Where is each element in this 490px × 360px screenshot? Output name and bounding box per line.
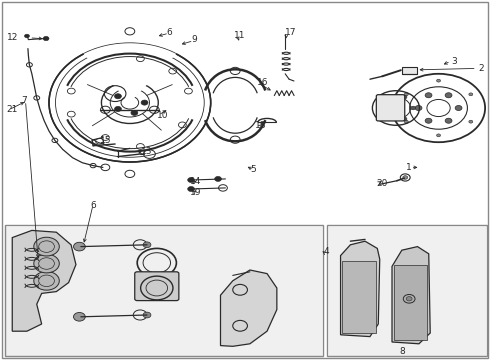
Circle shape	[43, 36, 49, 41]
Bar	[6, 227, 322, 356]
Circle shape	[385, 95, 390, 99]
Text: 3: 3	[451, 57, 457, 66]
Circle shape	[425, 93, 432, 98]
Circle shape	[455, 105, 462, 111]
Circle shape	[74, 312, 85, 321]
Text: 20: 20	[376, 179, 388, 188]
Circle shape	[34, 271, 59, 290]
Text: 12: 12	[7, 33, 19, 42]
Circle shape	[437, 134, 441, 137]
Text: 14: 14	[190, 177, 201, 186]
Circle shape	[115, 107, 122, 112]
Text: 9: 9	[191, 35, 197, 44]
Text: 5: 5	[250, 165, 256, 174]
Text: 6: 6	[91, 201, 97, 210]
Circle shape	[143, 312, 151, 318]
Circle shape	[376, 106, 381, 110]
Text: 21: 21	[6, 105, 17, 114]
Circle shape	[404, 93, 408, 96]
Circle shape	[402, 117, 407, 121]
Polygon shape	[12, 230, 76, 331]
FancyBboxPatch shape	[376, 95, 405, 121]
Circle shape	[143, 242, 151, 248]
Text: 10: 10	[157, 111, 168, 120]
Text: 18: 18	[255, 122, 266, 130]
Text: 4: 4	[323, 248, 329, 256]
Circle shape	[188, 177, 195, 183]
Circle shape	[402, 95, 407, 99]
Circle shape	[385, 117, 390, 121]
Text: 6: 6	[167, 28, 172, 37]
Circle shape	[415, 105, 422, 111]
Text: 7: 7	[21, 96, 27, 105]
Bar	[329, 227, 486, 356]
Circle shape	[115, 94, 122, 99]
FancyBboxPatch shape	[135, 272, 179, 301]
Circle shape	[445, 118, 452, 123]
Circle shape	[411, 106, 416, 110]
Circle shape	[24, 34, 29, 38]
Circle shape	[131, 111, 138, 116]
Polygon shape	[83, 43, 176, 103]
Circle shape	[215, 176, 221, 181]
Polygon shape	[220, 270, 277, 346]
Circle shape	[34, 237, 59, 256]
Text: 13: 13	[141, 147, 152, 156]
Circle shape	[425, 118, 432, 123]
Text: 16: 16	[257, 78, 269, 87]
Circle shape	[469, 120, 473, 123]
Bar	[342, 261, 376, 333]
Circle shape	[403, 176, 408, 179]
Bar	[394, 265, 427, 340]
Circle shape	[406, 297, 412, 301]
Text: 2: 2	[479, 64, 484, 73]
Circle shape	[404, 120, 408, 123]
Bar	[402, 67, 416, 74]
Circle shape	[469, 93, 473, 96]
Polygon shape	[341, 241, 380, 337]
Circle shape	[34, 254, 59, 273]
Circle shape	[437, 79, 441, 82]
Text: 19: 19	[190, 188, 201, 197]
Polygon shape	[392, 247, 430, 344]
Text: 8: 8	[399, 346, 405, 356]
Text: 1: 1	[406, 163, 412, 172]
Circle shape	[141, 100, 148, 105]
Text: 17: 17	[285, 28, 296, 37]
Text: 15: 15	[100, 136, 112, 145]
Circle shape	[74, 242, 85, 251]
Circle shape	[131, 90, 138, 95]
Bar	[5, 225, 323, 356]
Circle shape	[188, 186, 195, 192]
Text: 11: 11	[234, 31, 245, 40]
Bar	[327, 225, 487, 356]
Circle shape	[445, 93, 452, 98]
